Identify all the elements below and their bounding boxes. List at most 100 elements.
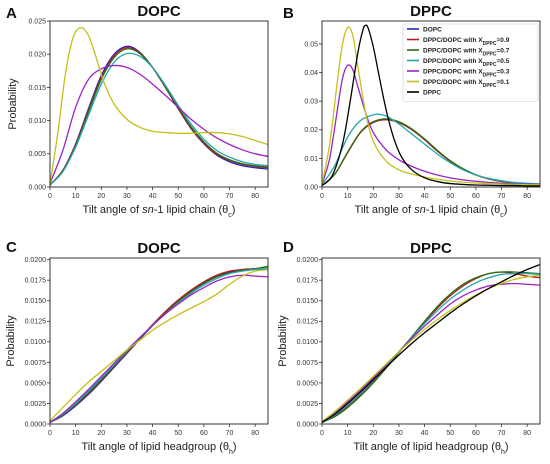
x-tick-label: 40 bbox=[421, 430, 429, 437]
x-tick-label: 30 bbox=[123, 430, 131, 437]
series-line-x07 bbox=[322, 271, 540, 423]
x-tick-label: 30 bbox=[123, 193, 131, 200]
y-tick-label: 0.0050 bbox=[297, 380, 319, 387]
x-tick-label: 60 bbox=[472, 430, 480, 437]
x-axis-label-part: h bbox=[501, 449, 505, 456]
series-group bbox=[50, 265, 268, 423]
series-line-dppc bbox=[322, 24, 540, 187]
y-tick-label: 0.0000 bbox=[25, 421, 47, 428]
y-tick-label: 0.0200 bbox=[25, 257, 47, 264]
y-tick-label: 0.025 bbox=[28, 18, 46, 25]
x-axis-label-part: ) bbox=[232, 204, 236, 216]
panel-a: A DOPC 0 10 20 30 40 50 60 70 80 0.000 0.005 0.010 0.0… bbox=[6, 3, 269, 219]
x-axis-label-part: c bbox=[500, 212, 504, 219]
series-line-dppc bbox=[322, 263, 540, 423]
x-tick-label: 0 bbox=[48, 193, 52, 200]
y-tick-label: 0.03 bbox=[304, 99, 318, 106]
y-axis-label: Probability bbox=[5, 315, 17, 367]
x-tick-label: 50 bbox=[174, 430, 182, 437]
x-axis-label-part: Tilt angle of lipid headgroup (θ bbox=[353, 441, 501, 453]
x-tick-label: 20 bbox=[369, 430, 377, 437]
x-tick-label: 30 bbox=[395, 193, 403, 200]
x-tick-label: 50 bbox=[174, 193, 182, 200]
x-tick-label: 40 bbox=[149, 193, 157, 200]
legend-entry: DPPC/DOPC with XDPPC=0.9 bbox=[423, 37, 510, 47]
series-line-x05 bbox=[50, 52, 268, 186]
panel-b: B DPPC 0 10 20 30 40 50 60 70 80 0.00 0.01 0.02 0.03 0.… bbox=[283, 3, 541, 219]
y-tick-label: 0.0025 bbox=[297, 401, 319, 408]
y-tick-label: 0.05 bbox=[304, 41, 318, 48]
x-tick-label: 50 bbox=[446, 430, 454, 437]
x-axis-label: Tilt angle of sn-1 lipid chain (θc) bbox=[355, 204, 508, 219]
legend-entry: DPPC/DOPC with XDPPC=0.3 bbox=[423, 68, 510, 78]
legend-box bbox=[402, 23, 539, 102]
axes-frame bbox=[321, 20, 541, 188]
panel-letter: D bbox=[283, 239, 294, 256]
x-tick-label: 60 bbox=[472, 193, 480, 200]
x-tick-label: 10 bbox=[344, 430, 352, 437]
y-tick-label: 0.0150 bbox=[25, 298, 47, 305]
x-axis-label-part: ) bbox=[505, 441, 509, 453]
y-tick-label: 0.02 bbox=[304, 127, 318, 134]
y-tick-label: 0.0025 bbox=[25, 401, 47, 408]
y-tick-label: 0.010 bbox=[28, 118, 46, 125]
chart-title: DPPC bbox=[410, 240, 452, 257]
x-tick-label: 40 bbox=[149, 430, 157, 437]
y-tick-label: 0.0175 bbox=[25, 278, 47, 285]
y-axis-label: Probability bbox=[7, 78, 19, 130]
legend-entry: DPPC/DOPC with XDPPC=0.5 bbox=[423, 58, 510, 68]
panel-letter: B bbox=[283, 5, 294, 22]
series-line-x03 bbox=[50, 64, 268, 184]
y-tick-label: 0.0175 bbox=[297, 278, 319, 285]
y-tick-label: 0.005 bbox=[28, 151, 46, 158]
axes-frame bbox=[49, 20, 269, 188]
x-tick-label: 20 bbox=[369, 193, 377, 200]
x-tick-label: 40 bbox=[421, 193, 429, 200]
x-axis-label-part: ) bbox=[233, 441, 237, 453]
x-tick-label: 80 bbox=[251, 193, 259, 200]
x-axis-label-part: h bbox=[229, 449, 233, 456]
axes-frame bbox=[49, 257, 269, 425]
panel-letter: A bbox=[6, 5, 17, 22]
x-axis-label: Tilt angle of lipid headgroup (θh) bbox=[353, 441, 508, 456]
x-tick-label: 60 bbox=[200, 430, 208, 437]
x-tick-label: 20 bbox=[97, 193, 105, 200]
legend-entry: DPPC/DOPC with XDPPC=0.7 bbox=[423, 47, 510, 57]
x-tick-label: 80 bbox=[523, 430, 531, 437]
legend-entry: DOPC bbox=[423, 26, 442, 33]
panel-c: C DOPC 0 10 20 30 40 50 60 70 80 0.0000 0.0025 0.0050… bbox=[5, 239, 269, 456]
series-line-x03 bbox=[50, 274, 268, 423]
x-tick-label: 60 bbox=[200, 193, 208, 200]
axes-frame bbox=[321, 257, 541, 425]
series-line-x01 bbox=[50, 26, 268, 184]
x-axis-label-part: Tilt angle of bbox=[83, 204, 143, 216]
chart-title: DOPC bbox=[137, 240, 181, 257]
x-axis-label: Tilt angle of sn-1 lipid chain (θc) bbox=[83, 204, 236, 219]
x-axis-label-part: -1 lipid chain (θ bbox=[426, 204, 501, 216]
chart-title: DOPC bbox=[137, 3, 181, 20]
x-tick-label: 70 bbox=[498, 430, 506, 437]
x-axis-label-part: Tilt angle of lipid headgroup (θ bbox=[81, 441, 229, 453]
x-tick-label: 10 bbox=[72, 193, 80, 200]
y-tick-label: 0.01 bbox=[304, 156, 318, 163]
panel-d: D DPPC 0 10 20 30 40 50 60 70 80 0.0000 0.0025 0.0050… bbox=[277, 239, 541, 456]
x-tick-label: 70 bbox=[226, 193, 234, 200]
series-group bbox=[322, 263, 540, 423]
chart-title: DPPC bbox=[410, 3, 452, 20]
panel-letter: C bbox=[6, 239, 17, 256]
y-tick-label: 0.00 bbox=[304, 184, 318, 191]
y-axis-label: Probability bbox=[277, 315, 289, 367]
series-group bbox=[50, 26, 268, 186]
y-tick-label: 0.0200 bbox=[297, 257, 319, 264]
x-tick-label: 80 bbox=[251, 430, 259, 437]
x-axis-label-part: sn bbox=[142, 204, 154, 216]
x-tick-label: 70 bbox=[498, 193, 506, 200]
x-tick-label: 30 bbox=[395, 430, 403, 437]
y-tick-label: 0.0125 bbox=[25, 319, 47, 326]
x-axis-label: Tilt angle of lipid headgroup (θh) bbox=[81, 441, 236, 456]
x-tick-label: 70 bbox=[226, 430, 234, 437]
x-axis-label-part: -1 lipid chain (θ bbox=[154, 204, 229, 216]
y-tick-label: 0.000 bbox=[28, 184, 46, 191]
x-tick-label: 50 bbox=[446, 193, 454, 200]
series-line-x03 bbox=[322, 282, 540, 423]
